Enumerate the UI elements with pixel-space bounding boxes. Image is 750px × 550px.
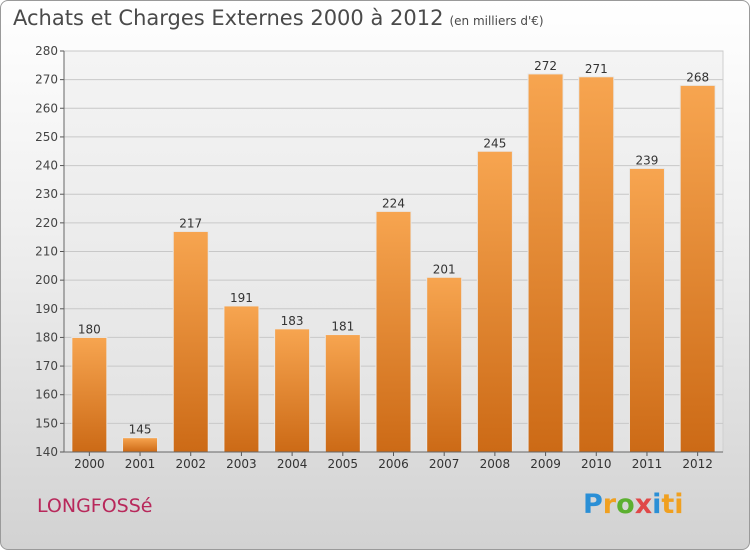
bar xyxy=(172,230,209,453)
bar xyxy=(527,73,564,453)
y-tick-label: 250 xyxy=(35,130,58,144)
y-tick-label: 260 xyxy=(35,101,58,115)
data-label: 239 xyxy=(636,153,659,167)
data-label: 272 xyxy=(534,59,557,73)
y-tick-label: 280 xyxy=(35,44,58,58)
x-tick-label: 2001 xyxy=(125,457,156,471)
y-tick-label: 270 xyxy=(35,73,58,87)
y-tick-label: 150 xyxy=(35,416,58,430)
data-label: 271 xyxy=(585,62,608,76)
bar xyxy=(122,437,159,453)
y-tick-label: 220 xyxy=(35,216,58,230)
data-label: 145 xyxy=(129,423,152,437)
x-tick-label: 2008 xyxy=(480,457,511,471)
y-tick-label: 190 xyxy=(35,302,58,316)
y-tick-label: 180 xyxy=(35,330,58,344)
x-tick-label: 2005 xyxy=(328,457,359,471)
chart-unit: (en milliers d'€) xyxy=(449,14,544,28)
bar xyxy=(679,84,716,453)
proxiti-logo[interactable]: Proxiti xyxy=(583,489,684,520)
y-tick-label: 170 xyxy=(35,359,58,373)
x-tick-label: 2006 xyxy=(378,457,409,471)
x-tick-label: 2012 xyxy=(682,457,713,471)
chart-title-text: Achats et Charges Externes 2000 à 2012 xyxy=(13,6,444,30)
y-tick-label: 210 xyxy=(35,245,58,259)
y-tick-label: 230 xyxy=(35,187,58,201)
bar xyxy=(223,305,260,453)
data-label: 183 xyxy=(281,314,304,328)
x-tick-label: 2004 xyxy=(277,457,308,471)
commune-name: LONGFOSSé xyxy=(37,495,153,517)
y-tick-label: 200 xyxy=(35,273,58,287)
data-label: 191 xyxy=(230,291,253,305)
logo-letter: o xyxy=(616,489,635,520)
bar xyxy=(628,167,665,453)
x-tick-label: 2011 xyxy=(632,457,663,471)
data-label: 181 xyxy=(331,320,354,334)
data-label: 217 xyxy=(179,216,202,230)
bar xyxy=(476,150,513,453)
data-label: 245 xyxy=(483,136,506,150)
x-tick-label: 2003 xyxy=(226,457,257,471)
x-axis: 2000 2001 2002 2003 2004 2005 2006 2007 2008 2009… xyxy=(64,451,723,471)
x-tick-label: 2002 xyxy=(175,457,206,471)
bar xyxy=(71,336,108,453)
logo-letter: x xyxy=(634,489,653,520)
logo-letter: i xyxy=(652,489,662,520)
data-label: 180 xyxy=(78,322,101,336)
bars: 180 145 217 191 183 181 224 201 245 272 271 239 268 xyxy=(71,59,716,453)
y-axis: 140 150 160 170 180 190 200 210 220 230 240 250 260 2… xyxy=(35,44,65,459)
x-tick-label: 2000 xyxy=(74,457,105,471)
bar xyxy=(324,334,361,453)
data-label: 201 xyxy=(433,262,456,276)
x-tick-label: 2009 xyxy=(530,457,561,471)
bar xyxy=(375,210,412,453)
bar xyxy=(426,276,463,453)
x-tick-label: 2007 xyxy=(429,457,460,471)
logo-letter: P xyxy=(583,489,603,520)
data-label: 268 xyxy=(686,70,709,84)
data-label: 224 xyxy=(382,196,405,210)
bar xyxy=(578,76,615,453)
y-tick-label: 160 xyxy=(35,388,58,402)
y-tick-label: 240 xyxy=(35,159,58,173)
logo-letter: ti xyxy=(661,489,684,520)
y-tick-label: 140 xyxy=(35,445,58,459)
x-tick-label: 2010 xyxy=(581,457,612,471)
logo-letter: r xyxy=(602,489,617,520)
chart-title: Achats et Charges Externes 2000 à 2012 (e… xyxy=(13,6,544,30)
bar xyxy=(274,328,311,453)
